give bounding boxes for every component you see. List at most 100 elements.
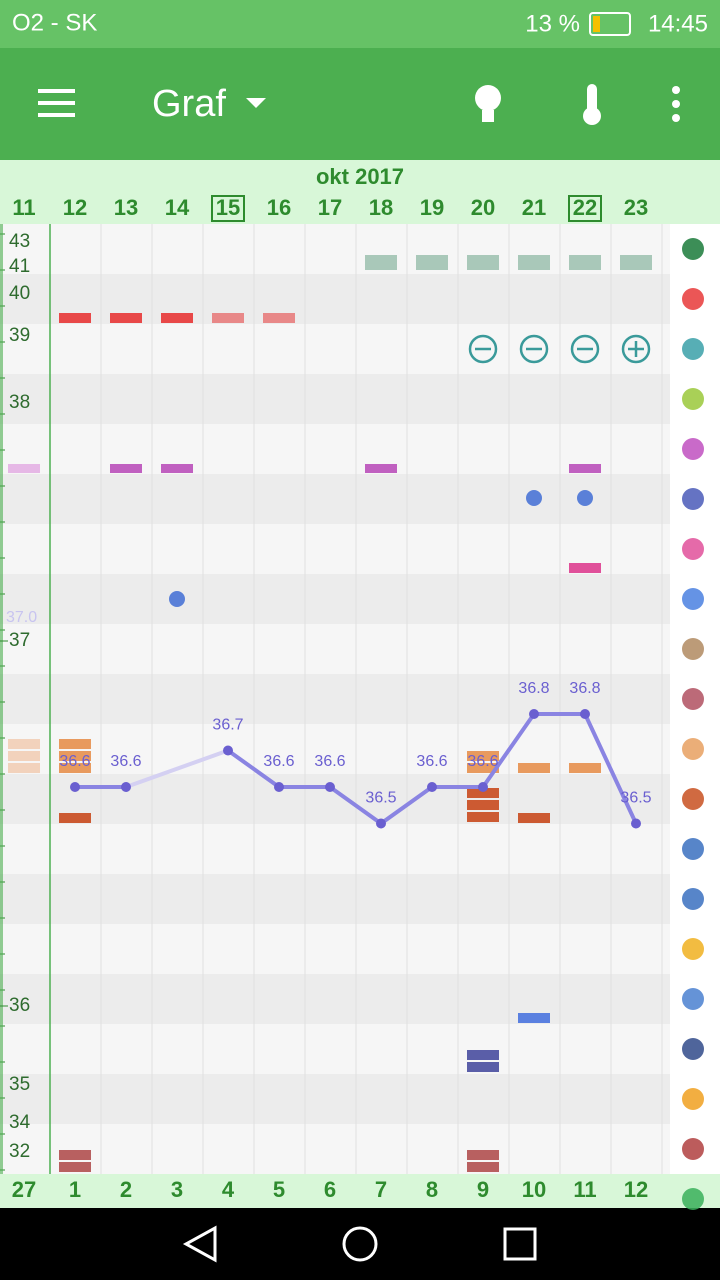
marker bbox=[467, 751, 499, 761]
temp-note: 37.0 bbox=[6, 609, 37, 626]
bulb bbox=[475, 85, 501, 111]
cycle-day: 12 bbox=[624, 1177, 648, 1202]
home-button[interactable] bbox=[342, 1226, 378, 1262]
temp-label: 36.6 bbox=[467, 753, 498, 770]
marker bbox=[59, 1150, 91, 1160]
row-stripe bbox=[0, 574, 670, 624]
scale-label: 35 bbox=[9, 1074, 30, 1095]
category-icon bbox=[682, 638, 704, 660]
date-label: 17 bbox=[318, 195, 342, 220]
marker bbox=[110, 464, 142, 473]
row-stripe bbox=[0, 874, 670, 924]
marker bbox=[467, 800, 499, 810]
marker bbox=[59, 313, 91, 323]
cycle-day: 2 bbox=[120, 1177, 132, 1202]
temp-label: 36.6 bbox=[416, 753, 447, 770]
battery-icon bbox=[589, 12, 631, 36]
temp-label: 36.5 bbox=[620, 790, 651, 807]
back-button[interactable] bbox=[182, 1225, 217, 1263]
scale-label: 39 bbox=[9, 325, 30, 346]
row-stripe bbox=[0, 474, 670, 524]
category-icon bbox=[682, 938, 704, 960]
temp-point bbox=[376, 818, 386, 829]
recents-button[interactable] bbox=[503, 1227, 537, 1261]
battery-level: 13 % bbox=[525, 10, 580, 37]
row-stripe bbox=[0, 974, 670, 1024]
overflow-menu[interactable] bbox=[672, 86, 680, 122]
thermo-stem bbox=[587, 84, 597, 114]
menu-button[interactable] bbox=[38, 89, 75, 117]
thermometer-button[interactable] bbox=[583, 84, 601, 125]
temp-point bbox=[580, 709, 590, 719]
dot bbox=[672, 100, 680, 108]
category-icon bbox=[682, 438, 704, 460]
date-label: 20 bbox=[471, 195, 495, 220]
category-icon bbox=[682, 338, 704, 360]
marker bbox=[569, 563, 601, 573]
temp-label: 36.7 bbox=[212, 717, 243, 734]
marker bbox=[518, 255, 550, 270]
marker bbox=[110, 313, 142, 323]
category-icon bbox=[682, 538, 704, 560]
cycle-day: 5 bbox=[273, 1177, 285, 1202]
menu-line bbox=[38, 113, 75, 117]
temp-point bbox=[631, 818, 641, 829]
month-label: okt 2017 bbox=[316, 164, 404, 189]
date-label: 19 bbox=[420, 195, 444, 220]
marker bbox=[59, 813, 91, 823]
marker bbox=[569, 763, 601, 773]
date-label: 13 bbox=[114, 195, 138, 220]
row-stripe bbox=[0, 524, 670, 574]
category-icon bbox=[682, 388, 704, 410]
scale-bar bbox=[0, 224, 3, 1174]
marker bbox=[263, 313, 295, 323]
cycle-day: 1 bbox=[69, 1177, 81, 1202]
temp-point bbox=[427, 782, 437, 792]
category-icon bbox=[682, 1038, 704, 1060]
category-icon bbox=[682, 1188, 704, 1210]
sign-icon bbox=[468, 334, 498, 364]
clock: 14:45 bbox=[648, 10, 708, 37]
marker bbox=[161, 464, 193, 473]
row-stripe bbox=[0, 624, 670, 674]
cycle-day: 7 bbox=[375, 1177, 387, 1202]
category-icon bbox=[682, 1138, 704, 1160]
marker bbox=[569, 255, 601, 270]
temp-label: 36.6 bbox=[263, 753, 294, 770]
marker bbox=[467, 763, 499, 773]
app-bar bbox=[0, 48, 720, 160]
battery-fill bbox=[593, 16, 600, 32]
carrier: O2 - SK bbox=[12, 9, 97, 36]
row-stripe bbox=[0, 374, 670, 424]
marker bbox=[365, 255, 397, 270]
marker bbox=[59, 1162, 91, 1172]
sign-icon bbox=[621, 334, 651, 364]
cycle-day: 27 bbox=[12, 1177, 36, 1202]
marker bbox=[416, 255, 448, 270]
row-stripe bbox=[0, 924, 670, 974]
date-label: 21 bbox=[522, 195, 546, 220]
dot-marker bbox=[577, 490, 593, 506]
marker bbox=[8, 751, 40, 761]
cycle-day: 6 bbox=[324, 1177, 336, 1202]
tips-button[interactable] bbox=[475, 85, 501, 122]
temp-point bbox=[70, 782, 80, 792]
cycle-day: 11 bbox=[573, 1177, 596, 1202]
marker bbox=[59, 763, 91, 773]
temp-label: 36.6 bbox=[314, 753, 345, 770]
dot-marker bbox=[526, 490, 542, 506]
category-icon bbox=[682, 238, 704, 260]
marker bbox=[8, 739, 40, 749]
screen-title[interactable]: Graf bbox=[152, 83, 226, 125]
dropdown-arrow[interactable] bbox=[246, 98, 266, 108]
category-icon bbox=[682, 838, 704, 860]
marker bbox=[467, 1050, 499, 1060]
marker bbox=[8, 763, 40, 773]
scale-label: 41 bbox=[9, 256, 30, 277]
category-icon bbox=[682, 738, 704, 760]
thermo-bulb bbox=[583, 107, 601, 125]
temp-point bbox=[529, 709, 539, 719]
sign-icon bbox=[570, 334, 600, 364]
